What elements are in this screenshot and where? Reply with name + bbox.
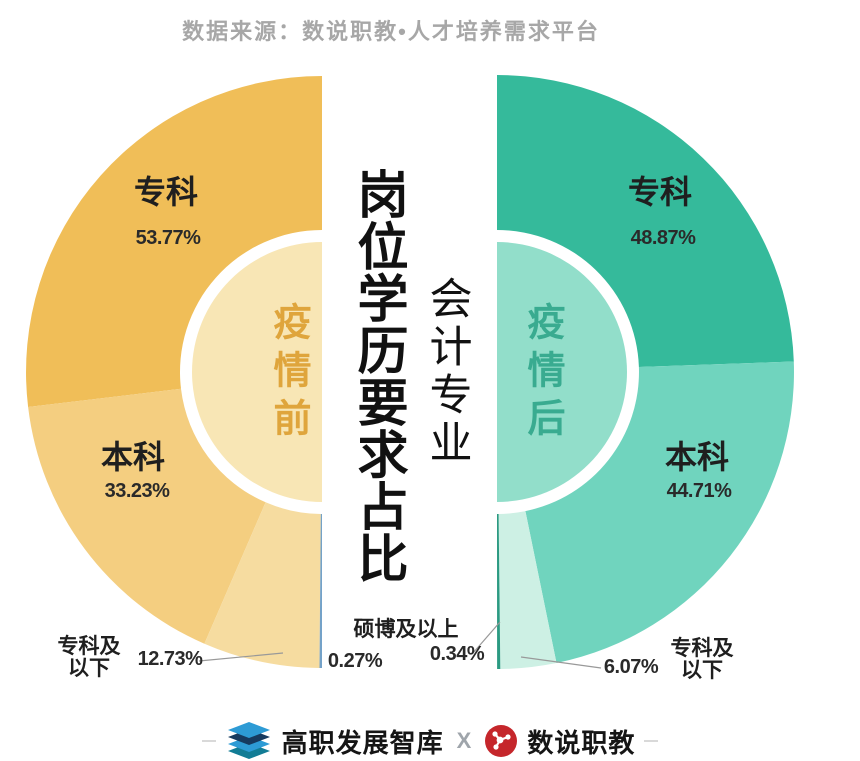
inner-disc-疫情后 bbox=[497, 242, 627, 502]
right-half-donut bbox=[497, 75, 794, 670]
brand-right: 数说职教 bbox=[527, 727, 636, 758]
segment-疫情后-专科 bbox=[497, 75, 794, 367]
segment-疫情前-专科 bbox=[26, 76, 322, 407]
red-network-icon bbox=[485, 725, 518, 757]
inner-disc-疫情前 bbox=[192, 242, 322, 502]
period-label-post-pandemic: 疫情后 bbox=[521, 302, 563, 446]
left-below-college-value: 12.73% bbox=[137, 648, 203, 670]
segment-疫情后-本科 bbox=[525, 361, 794, 663]
segment-疫情前-硕博及以上 bbox=[319, 514, 322, 669]
left-zhuanke-value: 53.77% bbox=[135, 227, 201, 249]
left-below-college-label: 专科及以下 bbox=[57, 635, 121, 680]
right-below-college-label: 专科及以下 bbox=[670, 637, 734, 682]
page-subtitle: 会计专业 bbox=[423, 276, 471, 468]
left-half-donut bbox=[26, 76, 322, 669]
leader-line-6-07 bbox=[520, 656, 602, 669]
left-zhuanke-label: 专科 bbox=[133, 174, 198, 210]
right-zhuanke-value: 48.87% bbox=[630, 227, 696, 249]
segment-疫情后-专科及以下 bbox=[498, 511, 557, 669]
right-below-college-value: 6.07% bbox=[603, 656, 659, 678]
masters-and-above-label: 硕博及以上 bbox=[353, 618, 459, 641]
segment-疫情后-硕博及以上 bbox=[497, 514, 501, 670]
left-dash bbox=[201, 740, 216, 742]
segment-疫情前-本科 bbox=[28, 388, 266, 644]
right-masters-value: 0.34% bbox=[429, 643, 485, 665]
leader-line-0-34 bbox=[472, 621, 501, 654]
right-zhuanke-label: 专科 bbox=[627, 174, 692, 210]
leader-line-12-73 bbox=[198, 652, 284, 662]
right-dash bbox=[644, 740, 659, 742]
brand-left: 高职发展智库 bbox=[281, 727, 444, 758]
period-label-pre-pandemic: 疫情前 bbox=[267, 302, 309, 446]
left-benke-value: 33.23% bbox=[104, 480, 170, 502]
footer-brand-bar: 高职发展智库 X 数说职教 bbox=[0, 722, 860, 760]
segment-疫情前-专科及以下 bbox=[204, 502, 321, 668]
source-caption: 数据来源：数说职教•人才培养需求平台 bbox=[182, 19, 600, 44]
page-title: 岗位学历要求占比 bbox=[350, 168, 408, 584]
right-benke-label: 本科 bbox=[664, 439, 729, 475]
right-benke-value: 44.71% bbox=[666, 480, 732, 502]
left-benke-label: 本科 bbox=[100, 439, 165, 475]
brand-separator: X bbox=[456, 728, 472, 753]
left-masters-value: 0.27% bbox=[327, 650, 383, 672]
stacked-layers-icon bbox=[227, 722, 270, 759]
